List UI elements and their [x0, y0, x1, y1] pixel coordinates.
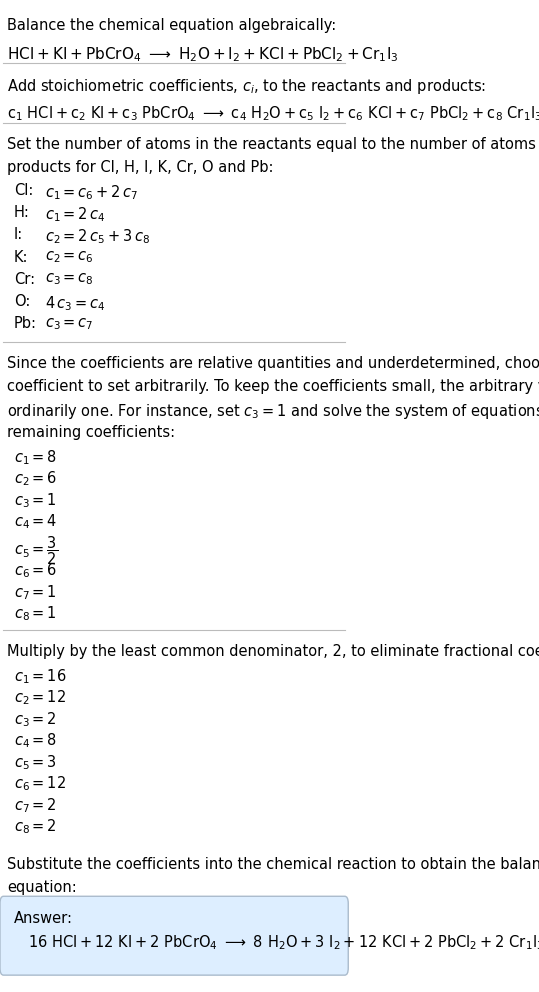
Text: Cl:: Cl:	[14, 183, 33, 197]
Text: Multiply by the least common denominator, 2, to eliminate fractional coefficient: Multiply by the least common denominator…	[7, 644, 539, 659]
Text: $c_2 = 2\,c_5 + 3\,c_8$: $c_2 = 2\,c_5 + 3\,c_8$	[45, 227, 150, 246]
Text: $c_8 = 2$: $c_8 = 2$	[14, 817, 57, 836]
Text: $c_5 = \dfrac{3}{2}$: $c_5 = \dfrac{3}{2}$	[14, 534, 58, 566]
Text: $c_6 = 12$: $c_6 = 12$	[14, 775, 66, 793]
Text: $c_8 = 1$: $c_8 = 1$	[14, 604, 57, 623]
Text: $c_6 = 6$: $c_6 = 6$	[14, 561, 57, 580]
Text: Add stoichiometric coefficients, $c_i$, to the reactants and products:: Add stoichiometric coefficients, $c_i$, …	[7, 77, 486, 96]
Text: $c_4 = 4$: $c_4 = 4$	[14, 513, 57, 532]
Text: $c_7 = 1$: $c_7 = 1$	[14, 583, 57, 601]
FancyBboxPatch shape	[0, 896, 348, 975]
Text: $c_1 = 8$: $c_1 = 8$	[14, 448, 57, 467]
Text: H:: H:	[14, 205, 30, 220]
Text: $c_3 = 1$: $c_3 = 1$	[14, 491, 57, 510]
Text: Since the coefficients are relative quantities and underdetermined, choose a: Since the coefficients are relative quan…	[7, 356, 539, 371]
Text: $c_3 = c_8$: $c_3 = c_8$	[45, 272, 94, 288]
Text: K:: K:	[14, 250, 29, 265]
Text: coefficient to set arbitrarily. To keep the coefficients small, the arbitrary va: coefficient to set arbitrarily. To keep …	[7, 379, 539, 394]
Text: I:: I:	[14, 227, 23, 242]
Text: $\mathrm{c_1\ HCl + c_2\ KI + c_3\ PbCrO_4 \ \longrightarrow \ c_4\ H_2O + c_5\ : $\mathrm{c_1\ HCl + c_2\ KI + c_3\ PbCrO…	[7, 105, 539, 123]
Text: $\mathrm{HCl + KI + PbCrO_4 \ \longrightarrow \ H_2O + I_2 + KCl + PbCl_2 + Cr_1: $\mathrm{HCl + KI + PbCrO_4 \ \longright…	[7, 46, 399, 63]
Text: $c_1 = 16$: $c_1 = 16$	[14, 667, 67, 685]
Text: Balance the chemical equation algebraically:: Balance the chemical equation algebraica…	[7, 18, 336, 33]
Text: ordinarily one. For instance, set $c_3 = 1$ and solve the system of equations fo: ordinarily one. For instance, set $c_3 =…	[7, 402, 539, 422]
Text: remaining coefficients:: remaining coefficients:	[7, 426, 175, 440]
Text: $c_2 = 12$: $c_2 = 12$	[14, 688, 66, 707]
Text: Cr:: Cr:	[14, 272, 35, 287]
Text: $c_5 = 3$: $c_5 = 3$	[14, 753, 57, 772]
Text: $c_2 = c_6$: $c_2 = c_6$	[45, 250, 94, 265]
Text: products for Cl, H, I, K, Cr, O and Pb:: products for Cl, H, I, K, Cr, O and Pb:	[7, 160, 273, 175]
Text: $c_7 = 2$: $c_7 = 2$	[14, 796, 57, 814]
Text: $4\,c_3 = c_4$: $4\,c_3 = c_4$	[45, 294, 106, 312]
Text: Answer:: Answer:	[14, 911, 73, 926]
Text: $c_2 = 6$: $c_2 = 6$	[14, 469, 57, 488]
Text: $c_1 = c_6 + 2\,c_7$: $c_1 = c_6 + 2\,c_7$	[45, 183, 139, 201]
Text: $c_1 = 2\,c_4$: $c_1 = 2\,c_4$	[45, 205, 106, 224]
Text: $c_4 = 8$: $c_4 = 8$	[14, 731, 57, 750]
Text: $c_3 = c_7$: $c_3 = c_7$	[45, 316, 94, 332]
Text: Substitute the coefficients into the chemical reaction to obtain the balanced: Substitute the coefficients into the che…	[7, 857, 539, 872]
Text: $\mathrm{16\ HCl + 12\ KI + 2\ PbCrO_4 \ \longrightarrow \ 8\ H_2O + 3\ I_2 + 12: $\mathrm{16\ HCl + 12\ KI + 2\ PbCrO_4 \…	[28, 932, 539, 951]
Text: Set the number of atoms in the reactants equal to the number of atoms in the: Set the number of atoms in the reactants…	[7, 137, 539, 152]
Text: Pb:: Pb:	[14, 316, 37, 331]
Text: $c_3 = 2$: $c_3 = 2$	[14, 710, 57, 728]
Text: equation:: equation:	[7, 880, 77, 895]
Text: O:: O:	[14, 294, 30, 309]
